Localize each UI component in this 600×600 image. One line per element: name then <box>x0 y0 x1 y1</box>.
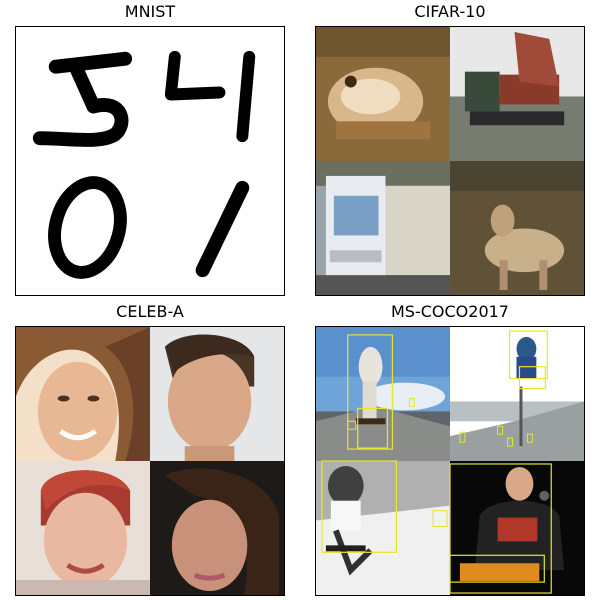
cifar-truck-image-2 <box>316 161 450 295</box>
cifar-truck-image-1 <box>450 27 584 161</box>
panel-title-celeba: CELEB-A <box>116 302 184 321</box>
celeba-face-image-2 <box>150 327 284 461</box>
coco-image-singer <box>449 461 584 595</box>
panel-title-mscoco: MS-COCO2017 <box>391 302 509 321</box>
celeba-face-image-4 <box>150 461 284 595</box>
coco-image-skate-ramp <box>450 327 584 461</box>
celeba-face-image-1 <box>16 327 150 461</box>
mscoco-panel <box>315 326 585 596</box>
digit-5 <box>32 51 133 147</box>
coco-image-bw-skater <box>316 460 450 595</box>
cifar10-image-grid <box>316 27 584 295</box>
celeba-panel <box>15 326 285 596</box>
cifar10-panel <box>315 26 585 296</box>
digit-1 <box>195 180 250 278</box>
celeba-image-grid <box>16 327 284 595</box>
panel-title-mnist: MNIST <box>124 2 176 21</box>
digit-4 <box>164 50 256 143</box>
celeba-face-image-3 <box>16 461 150 595</box>
mnist-digits-image <box>16 27 284 295</box>
mscoco-image-grid <box>316 327 584 595</box>
digit-0 <box>48 176 127 279</box>
panel-title-cifar10: CIFAR-10 <box>414 2 486 21</box>
cifar-deer-image <box>450 161 584 295</box>
mnist-panel <box>15 26 285 296</box>
coco-image-skate-jump <box>316 327 450 461</box>
cifar-frog-image <box>316 27 450 161</box>
